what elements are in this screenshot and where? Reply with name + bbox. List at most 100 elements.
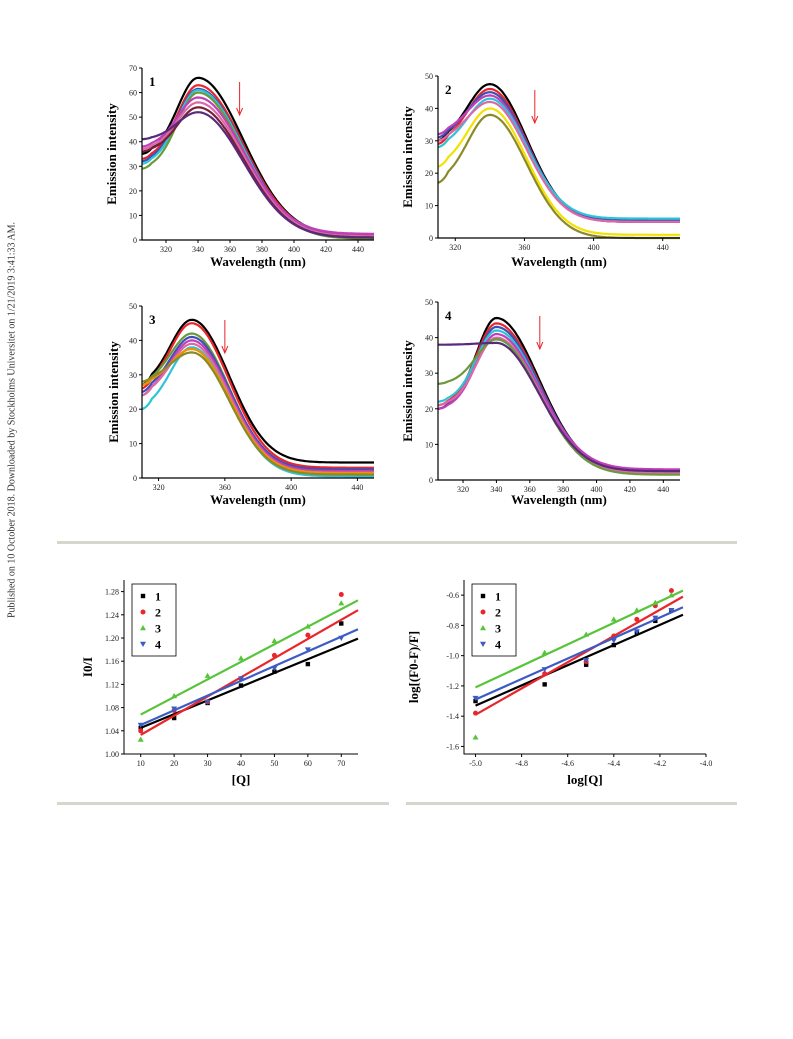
divider-bottom-left xyxy=(57,802,389,805)
y-tick-label: 30 xyxy=(425,369,433,378)
axis-frame xyxy=(437,302,680,481)
x-tick-label: 320 xyxy=(449,243,461,252)
x-tick-label: 440 xyxy=(657,485,669,494)
x-axis-label: [Q] xyxy=(232,772,251,787)
data-point xyxy=(304,647,311,653)
stern-volmer-chart: 10 20 30 40 50 60 70 1.00 1.04 1.08 1.12 1.16 1.20 1.… xyxy=(78,570,368,788)
x-axis-label: log[Q] xyxy=(567,772,602,787)
data-point xyxy=(634,616,640,622)
spectrum-series-5 xyxy=(141,339,374,473)
legend-marker xyxy=(140,593,146,599)
x-tick-label: 320 xyxy=(153,483,165,492)
y-axis-label: Emission intensity xyxy=(400,106,415,208)
data-point xyxy=(171,693,178,699)
data-point xyxy=(304,623,311,629)
data-point xyxy=(542,682,547,687)
spectrum-series-5 xyxy=(437,332,680,471)
x-tick-label: 360 xyxy=(224,245,236,254)
data-point xyxy=(610,638,617,644)
y-tick-label: 10 xyxy=(425,202,433,211)
y-tick-label: -1.4 xyxy=(446,712,459,721)
legend-marker xyxy=(480,593,486,599)
data-point xyxy=(305,632,311,638)
divider-top xyxy=(57,541,737,544)
y-tick-label: -0.8 xyxy=(446,621,459,630)
fit-line-4 xyxy=(475,606,684,701)
data-point xyxy=(238,655,244,661)
x-tick-label: 30 xyxy=(204,759,212,768)
data-point xyxy=(238,676,244,682)
y-tick-label: -1.2 xyxy=(446,682,459,691)
spectrum-series-8 xyxy=(438,341,680,473)
quench-arrow-icon xyxy=(531,90,539,125)
spectrum-chart-1: 320 340 360 380 400 420 440 0 10 20 30 40 50 60 70 1 Wav… xyxy=(102,60,376,270)
y-tick-label: 0 xyxy=(429,234,433,243)
double-log-chart: -5.0 -4.8 -4.6 -4.4 -4.2 -4.0 -1.6 -1.4 -1.2 -1.0… xyxy=(402,570,720,788)
y-tick-label: 40 xyxy=(129,336,137,345)
legend-label: 3 xyxy=(495,622,501,636)
data-point xyxy=(542,671,548,677)
fit-line-1 xyxy=(475,613,684,707)
x-axis-label: Wavelength (nm) xyxy=(511,254,607,269)
spectrum-series-2 xyxy=(141,322,374,469)
data-point xyxy=(271,652,277,658)
x-tick-label: 340 xyxy=(490,485,502,494)
y-tick-label: 0 xyxy=(429,476,433,485)
legend-marker xyxy=(480,641,486,647)
y-tick-label: 10 xyxy=(425,440,433,449)
data-point xyxy=(472,695,479,702)
x-tick-label: 400 xyxy=(591,485,603,494)
spectrum-svg: 320 360 400 440 0 10 20 30 40 50 3 Wavelength (nm) E… xyxy=(106,302,374,507)
y-tick-label: 50 xyxy=(129,302,137,311)
y-tick-label: 40 xyxy=(129,138,137,147)
data-point xyxy=(204,672,211,678)
y-tick-label: 1.24 xyxy=(105,611,119,620)
legend-marker xyxy=(480,625,486,631)
data-point xyxy=(204,699,211,705)
data-point xyxy=(611,642,617,648)
spectrum-series-6 xyxy=(141,342,374,474)
data-point xyxy=(652,615,659,621)
data-point xyxy=(473,698,478,704)
data-point xyxy=(472,734,479,740)
publication-note-text: Published on 10 October 2018. Downloaded… xyxy=(6,221,18,619)
x-tick-label: 10 xyxy=(137,759,145,768)
data-point xyxy=(668,592,675,598)
x-tick-label: 380 xyxy=(256,245,268,254)
spectrum-svg: 320 360 400 440 0 10 20 30 40 50 2 Wavelength (nm) E… xyxy=(400,72,680,269)
x-tick-label: 340 xyxy=(192,245,204,254)
fit-line-4 xyxy=(140,628,359,727)
data-point xyxy=(541,667,548,673)
fit-svg: 10 20 30 40 50 60 70 1.00 1.04 1.08 1.12 1.16 1.20 1.… xyxy=(80,580,359,787)
y-tick-label: 0 xyxy=(133,236,137,245)
data-point xyxy=(272,669,277,674)
x-tick-label: 360 xyxy=(524,485,536,494)
y-tick-label: 50 xyxy=(129,113,137,122)
spectrum-series-6 xyxy=(437,100,680,223)
panel-label: 2 xyxy=(445,82,452,97)
y-axis-label: Emission intensity xyxy=(400,340,415,442)
legend-label: 3 xyxy=(155,622,161,636)
spectrum-series-8 xyxy=(141,347,374,474)
y-tick-label: -1.0 xyxy=(446,652,459,661)
data-point xyxy=(583,662,589,667)
spectrum-series-5 xyxy=(437,97,680,220)
x-tick-label: -4.8 xyxy=(515,759,528,768)
spectrum-chart-4: 320 340 360 380 400 420 440 0 10 20 30 40 50 4 Wavelen… xyxy=(398,292,682,508)
spectrum-series-6 xyxy=(141,96,374,235)
spectrum-series-4 xyxy=(141,335,374,471)
spectrum-series-1 xyxy=(141,318,374,464)
data-point xyxy=(668,588,674,594)
x-tick-label: 420 xyxy=(320,245,332,254)
y-axis-label: Emission intensity xyxy=(106,341,121,443)
y-tick-label: 20 xyxy=(425,405,433,414)
x-tick-label: 380 xyxy=(557,485,569,494)
x-tick-label: 50 xyxy=(270,759,278,768)
x-tick-label: 440 xyxy=(657,243,669,252)
spectrum-series-7 xyxy=(437,107,680,236)
data-point xyxy=(338,635,345,641)
y-tick-label: 1.16 xyxy=(105,657,119,666)
y-tick-label: 60 xyxy=(129,89,137,98)
data-point xyxy=(138,728,144,734)
spectrum-series-3 xyxy=(437,325,680,473)
